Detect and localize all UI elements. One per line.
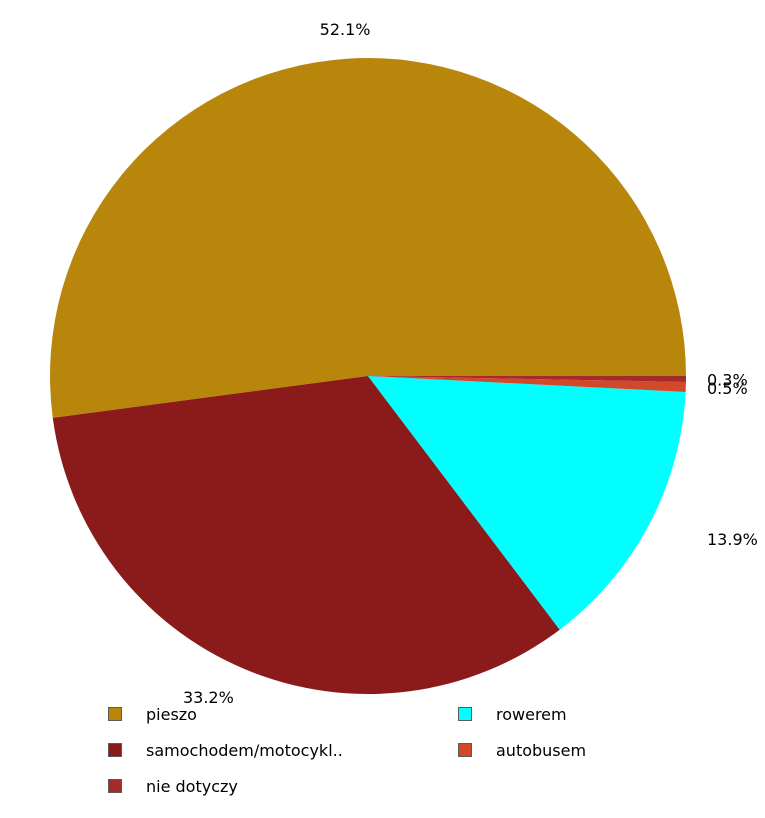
- legend-item-rowerem: rowerem: [458, 703, 668, 725]
- pie-label-pieszo: 52.1%: [320, 20, 371, 39]
- legend-label: pieszo: [146, 704, 197, 724]
- pie-slice-samochodem-motocykl: [52, 376, 560, 695]
- pie-slice-nie-dotyczy: [368, 376, 686, 382]
- legend-item-nie-dotyczy: nie dotyczy: [108, 775, 458, 797]
- pie-label-nie-dotyczy: 0.3%: [707, 370, 748, 389]
- legend-swatch: [108, 779, 122, 793]
- legend: pieszo rowerem samochodem/motocykl.. aut…: [108, 703, 668, 797]
- legend-swatch: [108, 743, 122, 757]
- pie-slice-pieszo: [49, 58, 687, 418]
- legend-swatch: [458, 743, 472, 757]
- legend-label: samochodem/motocykl..: [146, 740, 343, 760]
- pie-slices: [49, 58, 687, 695]
- pie-labels: 52.1% 33.2% 13.9% 0.5%0.3%: [183, 20, 758, 707]
- legend-item-autobusem: autobusem: [458, 739, 668, 761]
- pie-slice-autobusem: [368, 376, 686, 392]
- legend-item-pieszo: pieszo: [108, 703, 458, 725]
- pie-label-samochodem-motocykl: 33.2%: [183, 688, 234, 707]
- legend-swatch: [108, 707, 122, 721]
- pie-slice-rowerem: [368, 376, 686, 630]
- legend-item-samochodem: samochodem/motocykl..: [108, 739, 458, 761]
- legend-swatch: [458, 707, 472, 721]
- legend-label: autobusem: [496, 740, 587, 760]
- legend-label: nie dotyczy: [146, 776, 238, 796]
- pie-label-rowerem: 13.9%: [707, 530, 758, 549]
- pie-label-autobusem: 0.5%: [707, 379, 748, 398]
- legend-label: rowerem: [496, 704, 567, 724]
